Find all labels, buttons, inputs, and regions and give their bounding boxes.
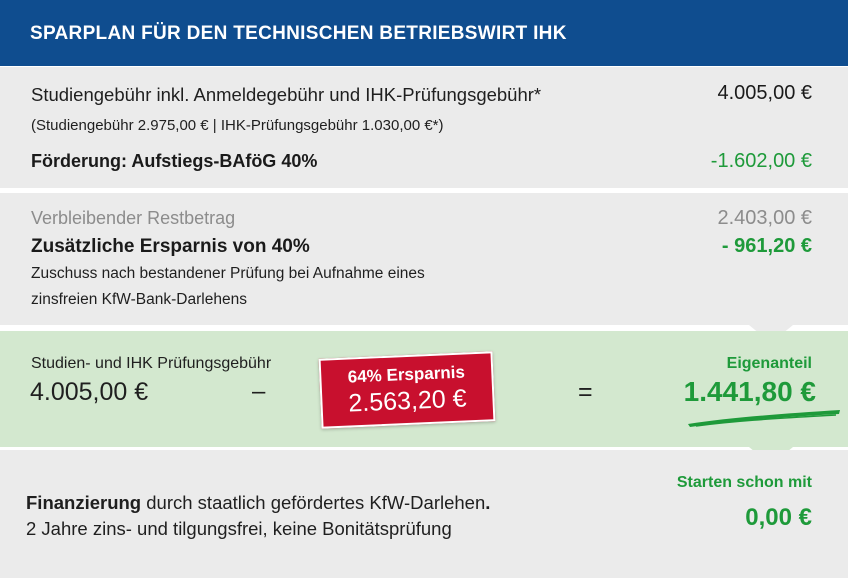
remaining-label: Verbleibender Restbetrag xyxy=(31,208,236,228)
extra-savings-label: Zusätzliche Ersparnis von 40% xyxy=(31,236,310,257)
financing-panel xyxy=(0,450,848,578)
header-title: SPARPLAN FÜR DEN TECHNISCHEN BETRIEBSWIR… xyxy=(30,23,567,44)
fee-label: Studiengebühr inkl. Anmeldegebühr und IH… xyxy=(31,84,542,105)
extra-note-line1: Zuschuss nach bestandener Prüfung bei Au… xyxy=(31,265,425,282)
fees-amount: 4.005,00 € xyxy=(30,378,149,406)
funding-label: Förderung: Aufstiegs-BAföG 40% xyxy=(31,151,318,171)
equals-sign: = xyxy=(578,378,593,406)
remaining-panel xyxy=(0,193,848,325)
fees-label: Studien- und IHK Prüfungsgebühr xyxy=(31,355,272,372)
own-share-label: Eigenanteil xyxy=(726,355,812,372)
extra-note-line2: zinsfreien KfW-Bank-Darlehens xyxy=(31,291,247,308)
badge-amount: 2.563,20 € xyxy=(347,384,468,418)
remaining-amount: 2.403,00 € xyxy=(717,207,812,229)
page-header: SPARPLAN FÜR DEN TECHNISCHEN BETRIEBSWIR… xyxy=(0,0,848,66)
savings-badge: 64% Ersparnis 2.563,20 € xyxy=(318,351,496,429)
own-share-amount: 1.441,80 € xyxy=(683,376,816,407)
funding-amount: -1.602,00 € xyxy=(710,150,812,172)
financing-text: durch staatlich gefördertes KfW-Darlehen xyxy=(141,492,486,513)
underline-brush-stroke xyxy=(688,410,840,427)
fee-panel xyxy=(0,67,848,188)
extra-savings-amount: - 961,20 € xyxy=(721,235,812,257)
financing-bold: Finanzierung xyxy=(26,492,142,513)
start-amount: 0,00 € xyxy=(745,504,812,531)
fee-amount: 4.005,00 € xyxy=(717,82,812,104)
financing-line1: Finanzierung durch staatlich gefördertes… xyxy=(26,492,490,514)
minus-sign: – xyxy=(252,378,266,405)
financing-period: . xyxy=(485,492,491,513)
financing-line2: 2 Jahre zins- und tilgungsfrei, keine Bo… xyxy=(26,518,452,539)
fee-detail: (Studiengebühr 2.975,00 € | IHK-Prüfungs… xyxy=(31,117,444,134)
start-label: Starten schon mit xyxy=(676,474,812,491)
